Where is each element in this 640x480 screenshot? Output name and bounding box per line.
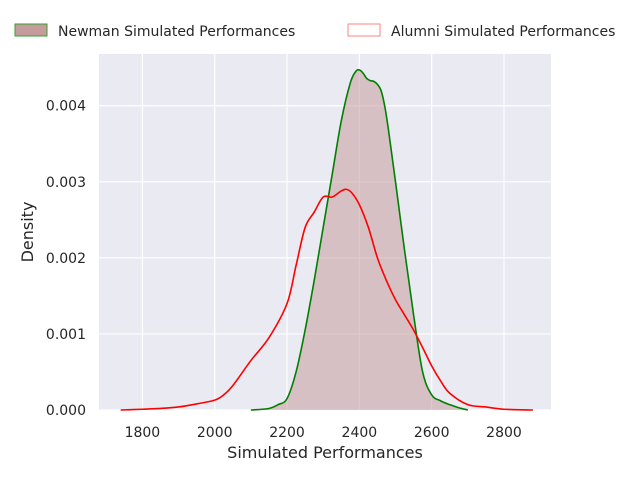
grid-lines (99, 54, 551, 411)
y-axis-label: Density (18, 202, 37, 263)
y-tick-label: 0.002 (46, 251, 86, 267)
x-tick-label: 2000 (197, 425, 233, 441)
y-tick-label: 0.001 (46, 327, 86, 343)
legend-swatch-alumni (347, 23, 381, 37)
x-tick-label: 2600 (414, 425, 450, 441)
x-axis-label: Simulated Performances (227, 443, 423, 462)
x-tick-label: 1800 (125, 425, 161, 441)
y-tick-label: 0.000 (46, 403, 86, 419)
y-tick-labels: 0.000 0.001 0.002 0.003 0.004 (46, 99, 86, 419)
x-tick-label: 2400 (342, 425, 378, 441)
series-0-line (250, 68, 469, 411)
legend-label-newman: Newman Simulated Performances (58, 24, 295, 40)
y-tick-label: 0.004 (46, 99, 86, 115)
legend-swatch-newman (14, 23, 48, 37)
y-tick-label: 0.003 (46, 175, 86, 191)
series-layer (120, 68, 533, 411)
series-0-area (250, 69, 468, 411)
legend: Newman Simulated Performances Alumni Sim… (14, 23, 615, 40)
x-tick-label: 2200 (269, 425, 305, 441)
series-1-line (120, 188, 533, 411)
legend-label-alumni: Alumni Simulated Performances (391, 24, 615, 40)
x-tick-labels: 1800 2000 2200 2400 2600 2800 (125, 425, 522, 441)
x-tick-label: 2800 (486, 425, 522, 441)
